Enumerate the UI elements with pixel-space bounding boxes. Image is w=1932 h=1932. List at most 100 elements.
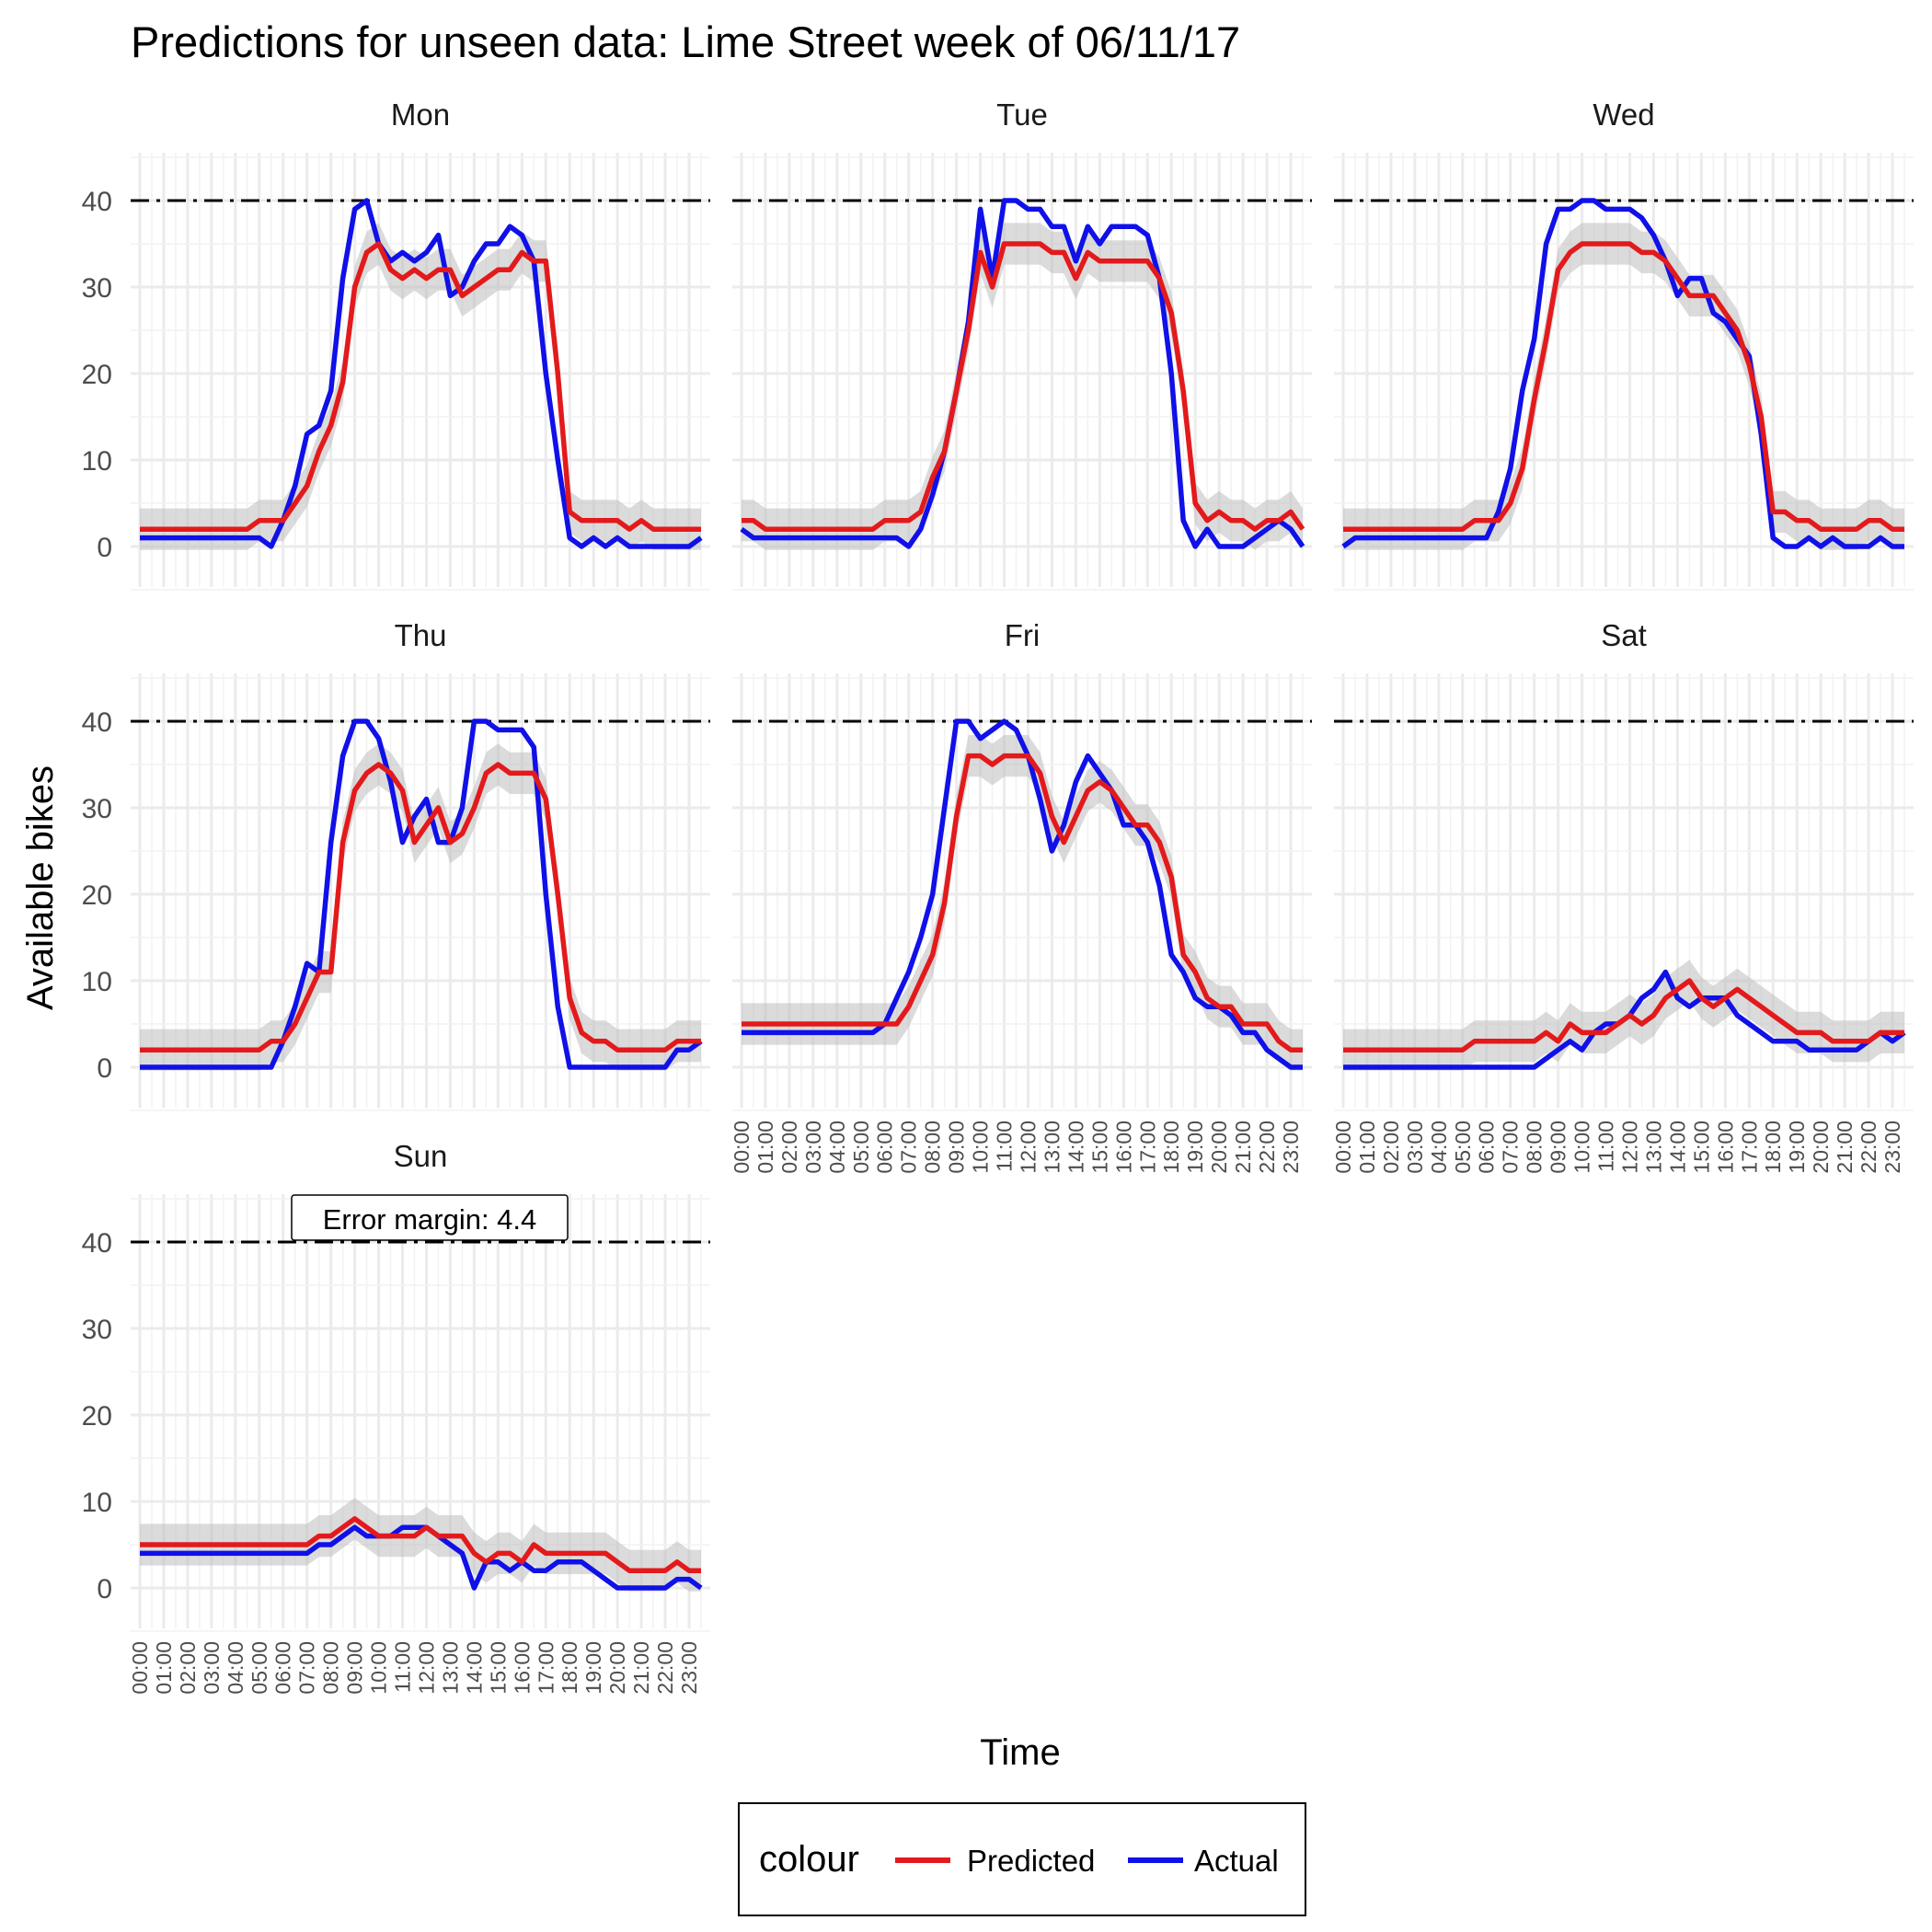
chart-title: Predictions for unseen data: Lime Street… <box>131 17 1240 66</box>
x-tick-label: 15:00 <box>486 1641 510 1695</box>
prediction-interval-band <box>140 1498 701 1592</box>
y-tick-label: 10 <box>82 967 112 997</box>
x-tick-label: 16:00 <box>1111 1121 1135 1174</box>
actual-series-line <box>1341 198 1904 549</box>
predicted-series-line <box>140 762 701 1052</box>
x-tick-label: 14:00 <box>1665 1121 1689 1174</box>
legend-box <box>738 1802 1306 1916</box>
panel-strip-label: Sun <box>394 1139 448 1173</box>
panel-sun: Sun 0 10 20 30 40 00:00 01:00 02:00 03:00 04:00 05:… <box>82 1139 710 1695</box>
x-tick-label: 05:00 <box>247 1641 271 1695</box>
x-tick-label: 08:00 <box>1523 1121 1547 1174</box>
x-tick-label: 21:00 <box>1231 1121 1255 1174</box>
y-tick-label: 40 <box>82 1228 112 1259</box>
panel-strip-label: Tue <box>996 98 1048 132</box>
x-tick-label: 05:00 <box>1451 1121 1475 1174</box>
x-tick-label: 18:00 <box>558 1641 581 1695</box>
x-tick-label: 13:00 <box>1040 1121 1064 1174</box>
x-tick-label: 19:00 <box>1183 1121 1207 1174</box>
x-tick-label: 11:00 <box>993 1121 1017 1172</box>
x-tick-label: 20:00 <box>605 1641 629 1695</box>
x-tick-label: 12:00 <box>1016 1121 1040 1174</box>
x-tick-label: 22:00 <box>1255 1121 1279 1174</box>
panel-fri: Fri 00:00 01:00 02:00 03:00 04:00 05:00 06:00 07… <box>730 618 1312 1174</box>
x-tick-label: 17:00 <box>1737 1121 1761 1174</box>
x-tick-label: 15:00 <box>1087 1121 1111 1174</box>
panel-strip-label: Thu <box>395 618 447 652</box>
prediction-interval-band <box>1343 223 1904 550</box>
x-tick-label: 22:00 <box>653 1641 677 1695</box>
panel-sat: Sat 00:00 01:00 02:00 03:00 04:00 05:00 06:00 07… <box>1331 618 1914 1174</box>
y-tick-label: 40 <box>82 707 112 738</box>
predicted-series-line <box>140 1516 701 1573</box>
y-tick-label: 20 <box>82 1401 112 1432</box>
x-tick-label: 10:00 <box>1570 1121 1594 1174</box>
x-tick-label: 22:00 <box>1857 1121 1880 1174</box>
error-margin-label-box <box>291 1194 569 1241</box>
x-tick-label: 21:00 <box>1833 1121 1857 1174</box>
x-tick-label: 14:00 <box>462 1641 486 1695</box>
predicted-series-line <box>742 241 1305 532</box>
panel-mon: Mon 0 10 20 30 40 <box>82 98 710 591</box>
y-tick-label: 0 <box>97 1574 112 1604</box>
x-tick-label: 13:00 <box>438 1641 462 1695</box>
x-tick-label: 04:00 <box>224 1641 247 1695</box>
x-tick-label: 17:00 <box>534 1641 558 1695</box>
x-tick-label: 23:00 <box>1279 1121 1303 1174</box>
x-tick-label: 09:00 <box>343 1641 367 1695</box>
panel-strip-label: Mon <box>391 98 450 132</box>
x-tick-label: 11:00 <box>391 1641 415 1693</box>
legend-label-predicted: Predicted <box>967 1844 1095 1878</box>
x-tick-label: 02:00 <box>777 1121 801 1174</box>
x-tick-label: 16:00 <box>510 1641 534 1695</box>
x-tick-label: 03:00 <box>200 1641 224 1695</box>
predicted-series-line <box>1343 241 1904 532</box>
x-tick-label: 05:00 <box>849 1121 873 1174</box>
x-tick-label: 06:00 <box>1475 1121 1499 1174</box>
panel-wed: Wed <box>1334 98 1914 591</box>
predicted-series-line <box>140 241 701 532</box>
panel-strip-label: Sat <box>1601 618 1647 652</box>
y-tick-label: 20 <box>82 880 112 911</box>
legend: colour Predicted Actual <box>738 1802 1306 1916</box>
x-tick-label: 01:00 <box>753 1121 777 1174</box>
x-tick-label: 00:00 <box>128 1641 152 1695</box>
x-tick-label: 23:00 <box>1880 1121 1904 1174</box>
x-tick-label: 12:00 <box>414 1641 438 1695</box>
x-tick-label: 03:00 <box>1403 1121 1427 1174</box>
x-tick-label: 09:00 <box>945 1121 969 1174</box>
y-tick-label: 30 <box>82 794 112 824</box>
legend-title: colour <box>759 1839 859 1880</box>
x-tick-label: 18:00 <box>1159 1121 1183 1174</box>
error-margin-label: Error margin: 4.4 <box>323 1203 537 1236</box>
x-tick-label: 00:00 <box>1331 1121 1355 1174</box>
actual-series-line <box>140 198 703 549</box>
actual-series-line <box>140 1524 703 1591</box>
y-tick-label: 0 <box>97 1053 112 1084</box>
x-tick-label: 02:00 <box>1379 1121 1403 1174</box>
x-tick-label: 21:00 <box>629 1641 653 1695</box>
x-tick-label: 15:00 <box>1689 1121 1713 1174</box>
x-tick-label: 09:00 <box>1547 1121 1570 1174</box>
x-axis-title: Time <box>980 1732 1060 1773</box>
x-tick-label: 10:00 <box>367 1641 391 1695</box>
y-tick-label: 30 <box>82 273 112 304</box>
x-tick-label: 06:00 <box>873 1121 897 1174</box>
x-tick-label: 03:00 <box>801 1121 825 1174</box>
x-tick-label: 14:00 <box>1064 1121 1087 1174</box>
y-axis-title: Available bikes <box>20 765 61 1010</box>
x-tick-label: 07:00 <box>295 1641 319 1695</box>
x-tick-label: 01:00 <box>152 1641 176 1695</box>
x-tick-label: 11:00 <box>1594 1121 1618 1172</box>
x-tick-label: 04:00 <box>1427 1121 1451 1174</box>
panel-strip-label: Wed <box>1593 98 1654 132</box>
x-tick-label: 19:00 <box>1785 1121 1809 1174</box>
predicted-series-line <box>742 753 1303 1052</box>
y-tick-label: 30 <box>82 1315 112 1345</box>
predicted-series-line <box>1343 978 1904 1052</box>
legend-label-actual: Actual <box>1194 1844 1279 1878</box>
actual-series-line <box>140 719 703 1070</box>
panel-strip-label: Fri <box>1005 618 1040 652</box>
x-tick-label: 17:00 <box>1135 1121 1159 1174</box>
